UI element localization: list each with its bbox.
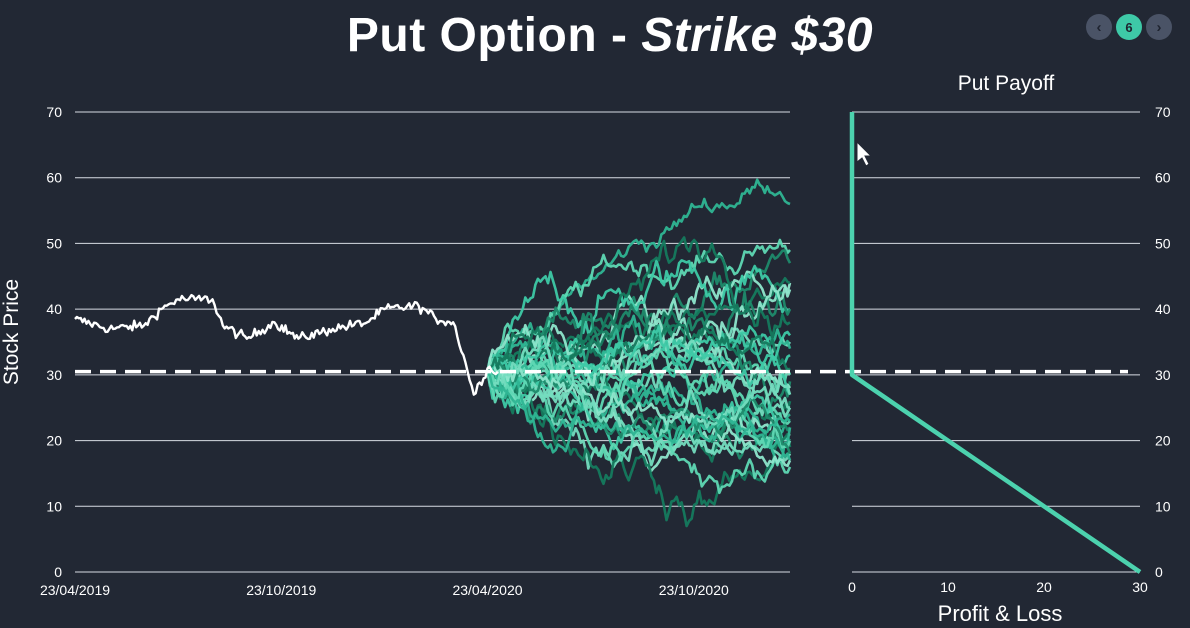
simulated-path-line bbox=[486, 322, 791, 373]
simulated-path-line bbox=[486, 335, 792, 467]
stock-chart-gridlines bbox=[75, 111, 790, 573]
simulated-path-line bbox=[486, 324, 791, 392]
stock-x-tick-label: 23/10/2019 bbox=[246, 582, 316, 598]
stock-y-tick-label: 10 bbox=[46, 498, 62, 514]
axis-labels: 0 10 20 30 40 50 60 70 23/04/2019 23/10/2019 23/04… bbox=[40, 104, 1171, 598]
stock-x-tick-label: 23/04/2019 bbox=[40, 582, 110, 598]
simulated-path-line bbox=[486, 325, 792, 388]
payoff-x-tick-label: 10 bbox=[940, 579, 956, 595]
payoff-y-tick-label: 30 bbox=[1155, 367, 1171, 383]
simulated-path-line bbox=[486, 314, 791, 450]
next-slide-button[interactable]: › bbox=[1146, 14, 1172, 40]
mouse-cursor-icon bbox=[856, 140, 873, 167]
payoff-x-tick-label: 0 bbox=[848, 579, 856, 595]
payoff-x-tick-label: 20 bbox=[1036, 579, 1052, 595]
payoff-y-tick-label: 70 bbox=[1155, 104, 1171, 120]
simulated-path-line bbox=[486, 361, 792, 468]
current-slide-indicator[interactable]: 6 bbox=[1116, 14, 1142, 40]
chevron-right-icon: › bbox=[1156, 18, 1162, 36]
payoff-x-tick-label: 30 bbox=[1132, 579, 1148, 595]
title-text: Put Option - bbox=[346, 9, 642, 62]
simulated-paths bbox=[486, 178, 792, 528]
payoff-series bbox=[849, 112, 1142, 574]
simulated-path-line bbox=[486, 361, 792, 455]
payoff-y-tick-label: 40 bbox=[1155, 301, 1171, 317]
stock-y-tick-label: 50 bbox=[46, 235, 62, 251]
stock-y-tick-label: 0 bbox=[54, 564, 62, 580]
slide-title: Put Option - Strike $30 bbox=[0, 8, 1190, 63]
historical-series bbox=[74, 293, 499, 396]
stock-x-tick-label: 23/10/2020 bbox=[659, 582, 729, 598]
payoff-chart-gridlines bbox=[852, 111, 1140, 573]
historical-price-line bbox=[74, 293, 499, 396]
stock-x-tick-label: 23/04/2020 bbox=[452, 582, 522, 598]
chevron-left-icon: ‹ bbox=[1096, 18, 1102, 36]
payoff-chart-title: Put Payoff bbox=[958, 72, 1055, 95]
payoff-y-tick-label: 10 bbox=[1155, 498, 1171, 514]
stock-y-tick-label: 20 bbox=[46, 433, 62, 449]
payoff-y-tick-label: 0 bbox=[1155, 564, 1163, 580]
simulated-path-line bbox=[486, 259, 791, 372]
simulated-path-line bbox=[486, 236, 791, 373]
stock-y-tick-label: 40 bbox=[46, 301, 62, 317]
payoff-y-tick-label: 60 bbox=[1155, 170, 1171, 186]
prev-slide-button[interactable]: ‹ bbox=[1086, 14, 1112, 40]
payoff-y-tick-label: 50 bbox=[1155, 235, 1171, 251]
payoff-x-axis-label: Profit & Loss bbox=[938, 601, 1063, 626]
put-payoff-line bbox=[849, 112, 1142, 574]
simulated-path-line bbox=[486, 370, 791, 444]
simulated-path-line bbox=[486, 249, 792, 388]
title-emphasis: Strike $30 bbox=[641, 9, 874, 62]
slide-pager: ‹ 6 › bbox=[1086, 14, 1172, 40]
stock-y-tick-label: 30 bbox=[46, 367, 62, 383]
payoff-y-tick-label: 20 bbox=[1155, 433, 1171, 449]
stock-y-axis-label: Stock Price bbox=[0, 279, 23, 385]
stock-y-tick-label: 60 bbox=[46, 170, 62, 186]
stock-y-tick-label: 70 bbox=[46, 104, 62, 120]
